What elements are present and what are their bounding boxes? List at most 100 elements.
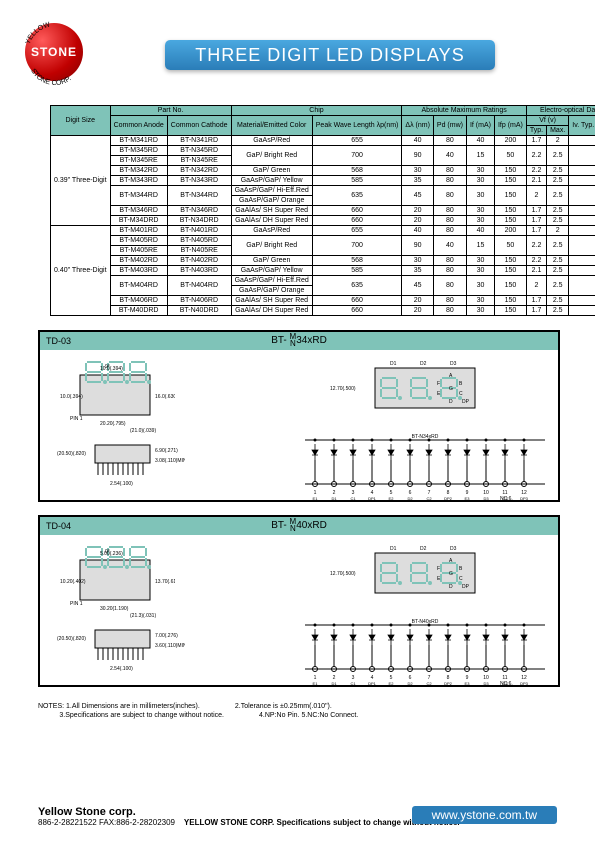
svg-text:NC:6.: NC:6.	[500, 681, 513, 687]
svg-text:30.20(1.190): 30.20(1.190)	[100, 606, 129, 612]
table-row: BT-M344RDBT-N344RDGaAsP/GaP/ Hi-Eff.Red6…	[51, 186, 595, 196]
section-part: BT- MN34xRD	[271, 332, 327, 350]
svg-text:(20.50)(.820): (20.50)(.820)	[57, 451, 86, 457]
table-row: 0.39" Three-DigitBT-M341RDBT-N341RDGaAsP…	[51, 136, 595, 146]
notes-prefix: NOTES:	[38, 703, 64, 710]
circuit-svg: 1E12D13C14DP15E26D27C28DP29E310D311C312D…	[300, 617, 550, 687]
note-1: 1.All Dimensions are in millimeters(inch…	[66, 703, 200, 710]
table-row: BT-M346RDBT-N346RDGaAlAs/ SH Super Red66…	[51, 206, 595, 216]
svg-text:DP1: DP1	[368, 496, 377, 501]
footer-contact: 886-2-28221522 FAX:886-2-28202309	[38, 818, 175, 827]
digit-labels: ABCDEFGDP12.70(.500)D1D2D3	[320, 358, 540, 413]
svg-text:3.60(.110)MIN.: 3.60(.110)MIN.	[155, 643, 185, 649]
svg-text:D: D	[449, 399, 453, 405]
svg-text:PIN 1: PIN 1	[70, 416, 83, 422]
svg-text:2.54(.100): 2.54(.100)	[110, 481, 133, 487]
svg-text:F: F	[437, 566, 440, 572]
logo: STONE YELLOW STONE CORP.	[20, 18, 90, 88]
svg-text:D3: D3	[450, 361, 457, 367]
table-row: BT-M403RDBT-N403RDGaAsP/GaP/ Yellow58535…	[51, 266, 595, 276]
svg-text:NC:6.: NC:6.	[500, 496, 513, 502]
svg-text:DP: DP	[462, 584, 470, 590]
circuit: 1E12D13C14DP15E26D27C28DP29E310D311C312D…	[300, 617, 550, 677]
svg-text:DP: DP	[462, 399, 470, 405]
svg-text:20.20(.795): 20.20(.795)	[100, 421, 126, 427]
table-row: BT-M402RDBT-N402RDGaP/ Green568308030150…	[51, 256, 595, 266]
svg-text:E1: E1	[313, 496, 319, 501]
svg-text:D3: D3	[483, 681, 489, 686]
svg-text:G: G	[449, 386, 453, 392]
circuit: 1E12D13C14DP15E26D27C28DP29E310D311C312D…	[300, 432, 550, 492]
svg-text:E1: E1	[313, 681, 319, 686]
svg-text:D1: D1	[390, 361, 397, 367]
svg-text:E3: E3	[465, 681, 471, 686]
svg-text:(21.0)(.039): (21.0)(.039)	[130, 428, 156, 434]
svg-text:D3: D3	[483, 496, 489, 501]
svg-text:BT-N40xRD: BT-N40xRD	[412, 619, 439, 625]
footer: www.ystone.com.tw Yellow Stone corp. 886…	[38, 806, 557, 827]
svg-text:G: G	[449, 571, 453, 577]
svg-text:10.20(.402): 10.20(.402)	[60, 579, 86, 585]
svg-text:9°: 9°	[105, 364, 110, 370]
svg-text:PIN 1: PIN 1	[70, 601, 83, 607]
svg-text:DP1: DP1	[368, 681, 377, 686]
svg-text:D1: D1	[331, 681, 337, 686]
svg-text:D2: D2	[407, 681, 413, 686]
footer-company: Yellow Stone corp.	[38, 806, 136, 818]
note-3: 3.Specifications are subject to change w…	[59, 712, 224, 719]
spec-table: Digit SizePart No.ChipAbsolute Maximum R…	[50, 105, 595, 316]
table-row: 0.40" Three-DigitBT-M401RDBT-N401RDGaAsP…	[51, 226, 595, 236]
svg-text:C1: C1	[350, 496, 356, 501]
notes: NOTES: 1.All Dimensions are in millimete…	[38, 702, 556, 720]
logo-arc: YELLOW STONE CORP.	[20, 18, 90, 88]
table-row: BT-M345RDBT-N345RDGaP/ Bright Red7009040…	[51, 146, 595, 156]
svg-text:DP2: DP2	[444, 496, 453, 501]
svg-text:YELLOW: YELLOW	[25, 21, 52, 45]
svg-text:13.70(.610): 13.70(.610)	[155, 579, 175, 585]
svg-text:C: C	[459, 576, 463, 582]
svg-text:0°: 0°	[105, 549, 110, 555]
table-row: BT-M404RDBT-N404RDGaAsP/GaP/ Hi-Eff.Red6…	[51, 276, 595, 286]
svg-text:D2: D2	[420, 546, 427, 552]
svg-text:DP3: DP3	[520, 496, 529, 501]
diagram-TD-03: TD-03BT- MN34xRD 10.0(.394) 16.0(.630) 10.0…	[38, 330, 560, 502]
svg-text:STONE CORP.: STONE CORP.	[29, 68, 73, 87]
svg-text:F: F	[437, 381, 440, 387]
svg-text:(20.50)(.820): (20.50)(.820)	[57, 636, 86, 642]
svg-text:7.00(.276): 7.00(.276)	[155, 633, 178, 639]
svg-text:2.54(.100): 2.54(.100)	[110, 666, 133, 672]
svg-text:E3: E3	[465, 496, 471, 501]
svg-text:12.70(.500): 12.70(.500)	[330, 386, 356, 392]
section-bar: TD-03BT- MN34xRD	[40, 332, 558, 350]
table-row: BT-M342RDBT-N342RDGaP/ Green568308030150…	[51, 166, 595, 176]
note-4: 4.NP:No Pin. 5.NC:No Connect.	[259, 712, 358, 719]
svg-text:C2: C2	[426, 496, 432, 501]
svg-text:12.70(.500): 12.70(.500)	[330, 571, 356, 577]
svg-text:6.90(.271): 6.90(.271)	[155, 448, 178, 454]
footer-url: www.ystone.com.tw	[412, 806, 557, 824]
svg-text:DP2: DP2	[444, 681, 453, 686]
table-row: BT-M405RDBT-N405RDGaP/ Bright Red7009040…	[51, 236, 595, 246]
table-row: BT-M34DRDBT-N34DRDGaAlAs/ DH Super Red66…	[51, 216, 595, 226]
package-front: 10.20(.402)13.70(.610)5.00(.236)0°30.20(…	[55, 545, 175, 620]
svg-text:10.0(.394): 10.0(.394)	[60, 394, 83, 400]
svg-text:3.08(.110)MIN.: 3.08(.110)MIN.	[155, 458, 185, 464]
svg-text:16.0(.630): 16.0(.630)	[155, 394, 175, 400]
digit-labels: ABCDEFGDP12.70(.500)D1D2D3	[320, 543, 540, 598]
diagram-TD-04: TD-04BT- MN40xRD10.20(.402)13.70(.610)5.…	[38, 515, 560, 687]
svg-text:D1: D1	[390, 546, 397, 552]
section-part: BT- MN40xRD	[271, 517, 327, 535]
svg-text:C1: C1	[350, 681, 356, 686]
svg-text:C: C	[459, 391, 463, 397]
package-front: 10.0(.394)16.0(.630)10.0(.394)9°20.20(.7…	[55, 360, 175, 435]
section-bar: TD-04 BT- MN40xRD	[40, 517, 558, 535]
svg-text:D2: D2	[420, 361, 427, 367]
table-row: BT-M40DRDBT-N40DRDGaAlAs/ DH Super Red66…	[51, 306, 595, 316]
svg-text:10.0(.394): 10.0(.394)	[100, 366, 123, 372]
section-label: TD-04	[46, 521, 71, 531]
svg-text:DP3: DP3	[520, 681, 529, 686]
svg-text:BT-N34xRD: BT-N34xRD	[412, 434, 439, 440]
svg-text:E2: E2	[389, 496, 395, 501]
svg-text:(21.3)(.031): (21.3)(.031)	[130, 613, 156, 619]
table-row: BT-M343RDBT-N343RDGaAsP/GaP/ Yellow58535…	[51, 176, 595, 186]
